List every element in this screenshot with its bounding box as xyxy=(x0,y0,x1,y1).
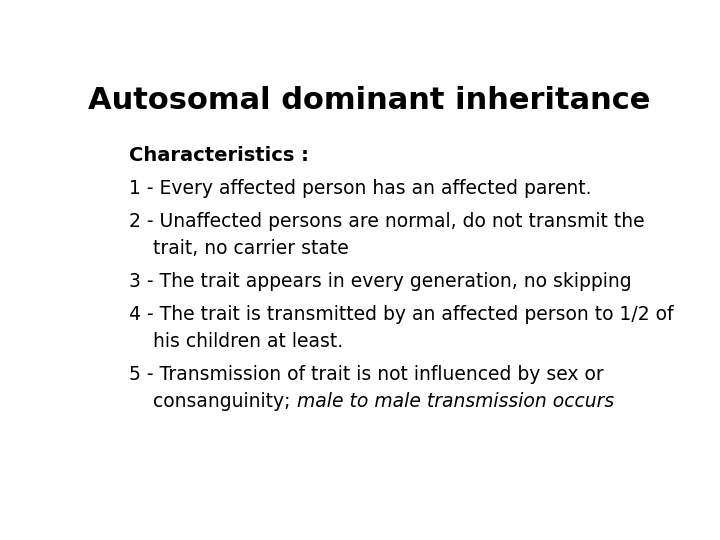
Text: trait, no carrier state: trait, no carrier state xyxy=(129,239,348,258)
Text: 2 - Unaffected persons are normal, do not transmit the: 2 - Unaffected persons are normal, do no… xyxy=(129,212,644,232)
Text: Characteristics :: Characteristics : xyxy=(129,146,309,165)
Text: Autosomal dominant inheritance: Autosomal dominant inheritance xyxy=(88,85,650,114)
Text: 1 - Every affected person has an affected parent.: 1 - Every affected person has an affecte… xyxy=(129,179,592,198)
Text: 3 - The trait appears in every generation, no skipping: 3 - The trait appears in every generatio… xyxy=(129,272,631,291)
Text: 4 - The trait is transmitted by an affected person to 1/2 of: 4 - The trait is transmitted by an affec… xyxy=(129,305,674,324)
Text: male to male transmission occurs: male to male transmission occurs xyxy=(297,392,613,410)
Text: consanguinity;: consanguinity; xyxy=(129,392,297,410)
Text: his children at least.: his children at least. xyxy=(129,332,343,351)
Text: 5 - Transmission of trait is not influenced by sex or: 5 - Transmission of trait is not influen… xyxy=(129,365,604,384)
